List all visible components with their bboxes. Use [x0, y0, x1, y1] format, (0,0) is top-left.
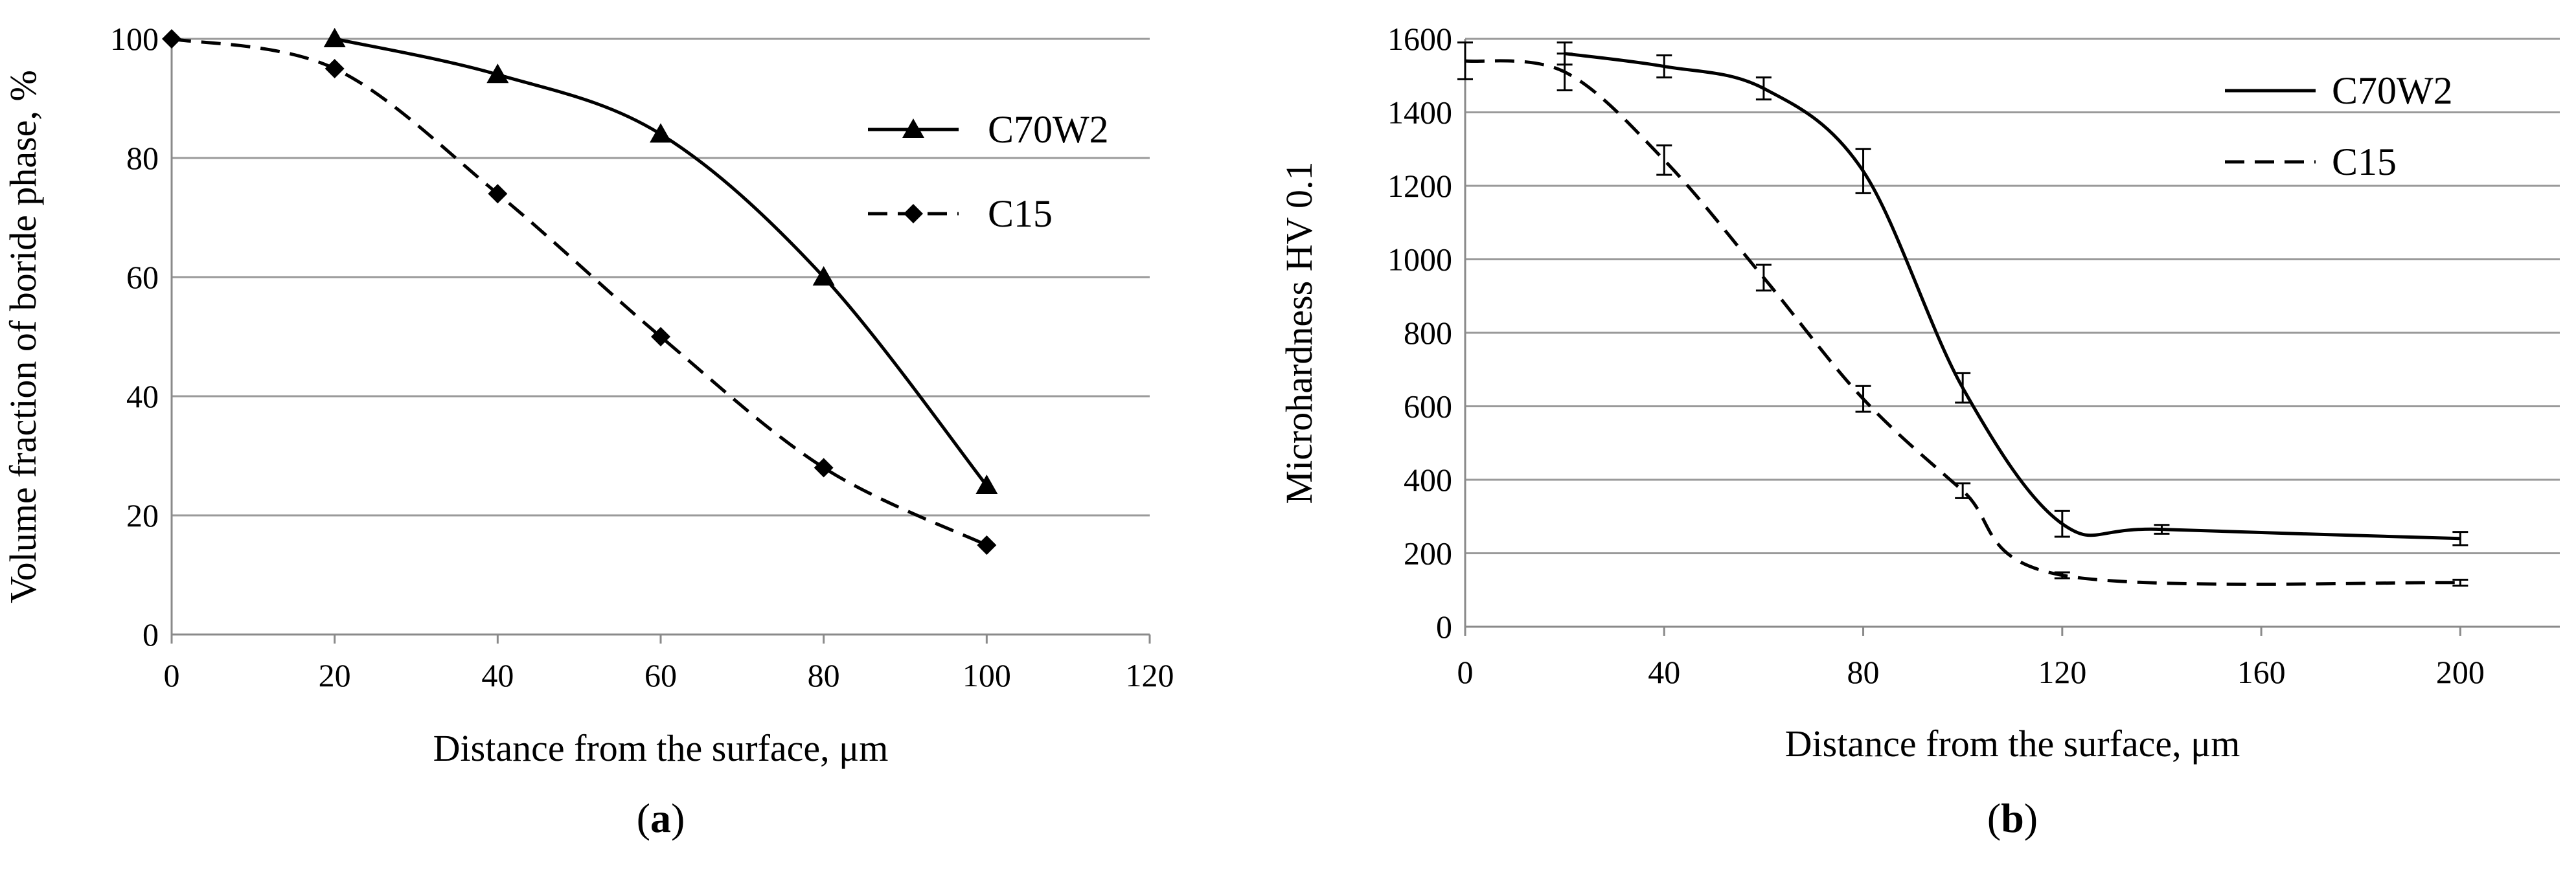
error-bar — [1855, 148, 1871, 194]
legend-label: C70W2 — [988, 108, 1109, 151]
y-axis-label: Volume fraction of boride phase, % — [2, 70, 44, 603]
data-point-triangle — [323, 28, 346, 47]
data-point-triangle — [650, 123, 672, 143]
x-axis-label: Distance from the surface, μm — [433, 727, 889, 769]
legend-marker-diamond — [904, 204, 923, 223]
x-tick-label: 20 — [319, 657, 351, 693]
series-C70W2 — [323, 28, 998, 494]
series-C70W2 — [1556, 41, 2468, 546]
error-bar — [2054, 510, 2070, 538]
series-C15 — [1457, 41, 2468, 587]
series-line — [171, 37, 988, 547]
legend-entry: C15 — [868, 192, 1053, 235]
error-bar — [1855, 385, 1871, 413]
chart-a: 0 20 40 60 80 100 0 20 40 60 80 100 120 Distance from… — [2, 21, 1174, 841]
y-tick-label: 600 — [1404, 388, 1452, 425]
panel-label-open: ( — [637, 795, 650, 841]
error-bar — [1656, 54, 1672, 79]
y-tick-label: 80 — [126, 140, 159, 176]
y-tick-label: 800 — [1404, 315, 1452, 351]
legend-entry: C15 — [2225, 140, 2397, 183]
panel-label: (b) — [1987, 795, 2038, 841]
x-tick-label: 100 — [963, 657, 1011, 693]
error-bar — [2154, 524, 2170, 535]
x-tick-label: 60 — [644, 657, 677, 693]
legend-entry: C70W2 — [2225, 69, 2453, 112]
series-line — [1465, 59, 2461, 586]
panel-label-letter: a — [650, 795, 671, 841]
x-tick-label: 0 — [164, 657, 180, 693]
panel-label-close: ) — [2024, 795, 2038, 841]
legend-label: C15 — [988, 192, 1053, 235]
y-tick-label: 1600 — [1387, 21, 1452, 57]
data-point-diamond — [814, 458, 834, 478]
y-axis-label: Microhardness HV 0.1 — [1278, 162, 1320, 504]
panel-label-close: ) — [671, 795, 685, 841]
error-bar — [1755, 76, 1772, 101]
data-point-diamond — [162, 29, 181, 49]
error-bar — [2054, 571, 2070, 579]
y-tick-label: 200 — [1404, 535, 1452, 572]
y-tick-label: 1400 — [1387, 95, 1452, 131]
error-bar — [1755, 264, 1772, 292]
y-tick-label: 0 — [1436, 609, 1452, 645]
chart-b: 0 200 400 600 800 1000 1200 1400 1600 0 40 80 120 160… — [1278, 21, 2560, 841]
x-tick-label: 120 — [2038, 654, 2086, 690]
data-point-triangle — [812, 266, 835, 286]
error-bar — [1955, 372, 1971, 404]
data-point-diamond — [977, 535, 997, 555]
data-point-diamond — [651, 327, 670, 346]
legend-marker-triangle — [902, 118, 924, 138]
x-tick-label: 160 — [2237, 654, 2286, 690]
x-tick-label: 40 — [481, 657, 514, 693]
series-line — [334, 37, 988, 487]
series-C15 — [162, 29, 997, 555]
data-point-triangle — [486, 63, 509, 84]
error-bar — [1955, 482, 1971, 499]
x-tick-label: 80 — [808, 657, 840, 693]
panel-label-open: ( — [1987, 795, 2001, 841]
y-tick-label: 400 — [1404, 462, 1452, 498]
series-line — [1564, 52, 2461, 541]
error-bar — [1656, 144, 1672, 176]
error-bar — [2452, 531, 2468, 546]
y-tick-label: 60 — [126, 259, 159, 295]
x-tick-label: 40 — [1648, 654, 1680, 690]
y-tick-label: 100 — [110, 21, 159, 57]
panel-label: (a) — [637, 795, 685, 841]
legend-label: C70W2 — [2332, 69, 2453, 112]
data-point-diamond — [488, 184, 508, 204]
error-bar — [2452, 578, 2468, 587]
data-point-triangle — [975, 475, 998, 494]
y-tick-label: 1000 — [1387, 241, 1452, 278]
data-point-diamond — [325, 59, 345, 78]
x-tick-label: 200 — [2436, 654, 2485, 690]
x-tick-label: 120 — [1126, 657, 1174, 693]
x-tick-label: 80 — [1847, 654, 1880, 690]
legend-label: C15 — [2332, 140, 2397, 183]
error-bar — [1556, 52, 1573, 91]
x-tick-label: 0 — [1457, 654, 1474, 690]
x-axis-label: Distance from the surface, μm — [1785, 723, 2240, 765]
y-tick-label: 0 — [142, 616, 159, 653]
panel-label-letter: b — [2001, 795, 2024, 841]
y-tick-label: 1200 — [1387, 168, 1452, 204]
y-tick-label: 40 — [126, 378, 159, 414]
legend-entry: C70W2 — [868, 108, 1109, 151]
y-tick-label: 20 — [126, 497, 159, 533]
error-bar — [1457, 41, 1473, 80]
